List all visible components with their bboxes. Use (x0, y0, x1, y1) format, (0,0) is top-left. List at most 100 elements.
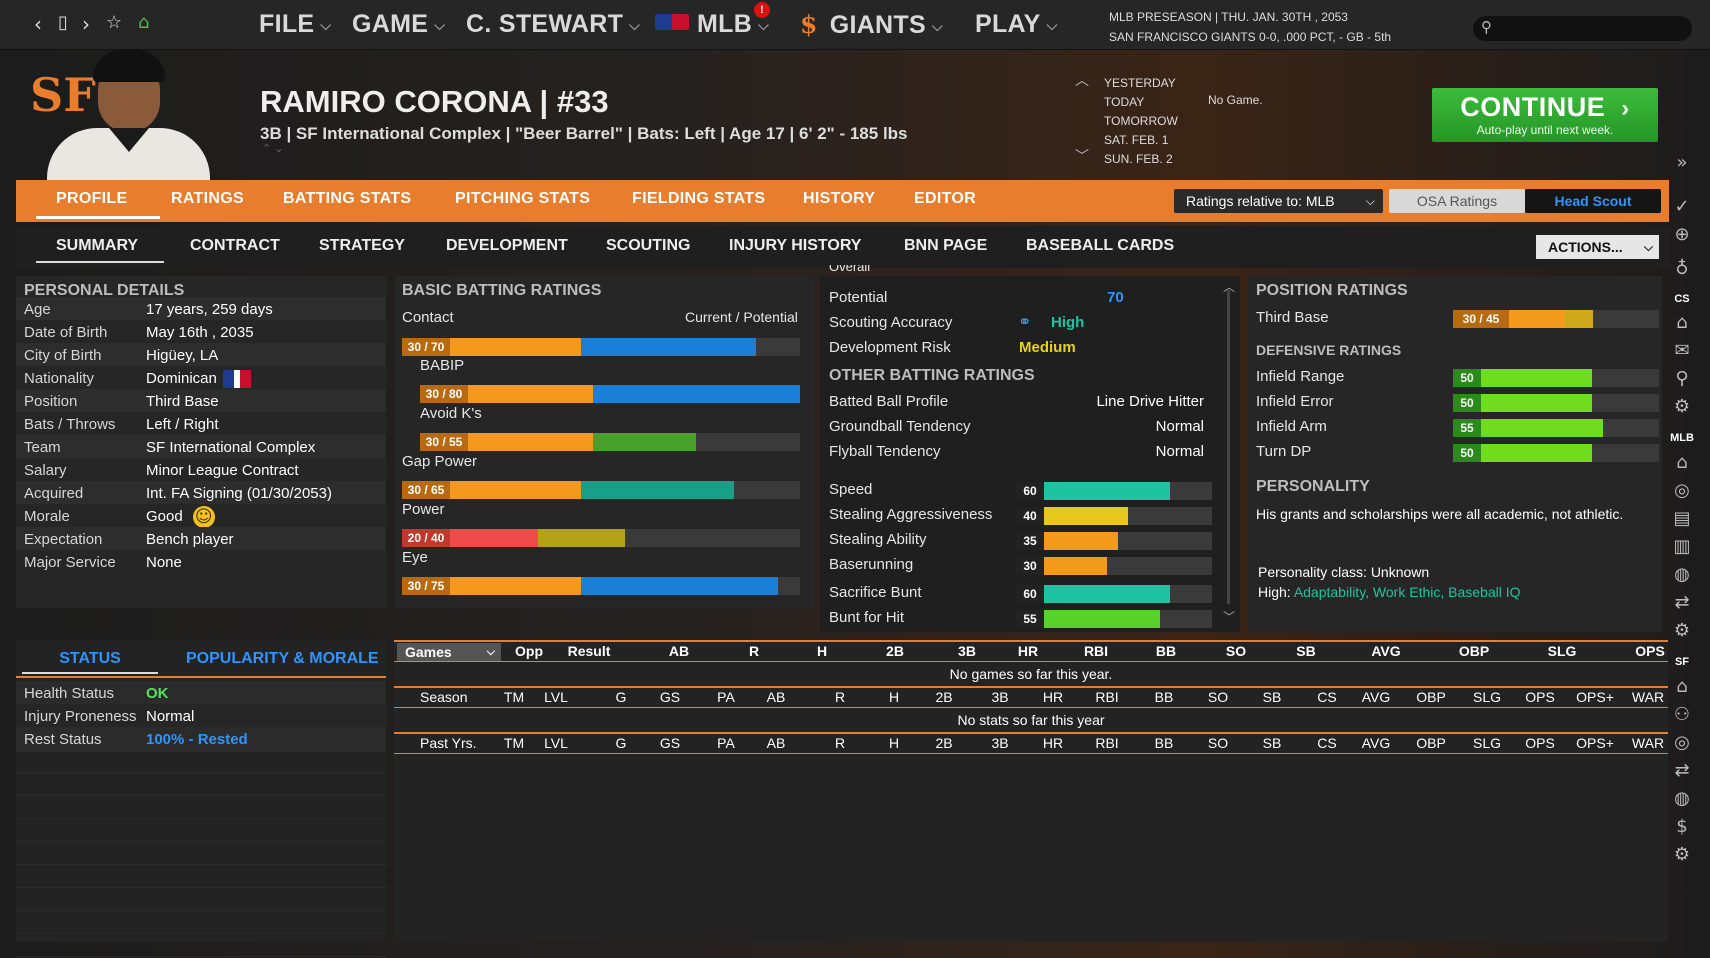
schedule-down-icon[interactable]: ﹀ (1075, 148, 1089, 164)
back-icon[interactable]: ‹ (34, 12, 42, 36)
tab-editor[interactable]: EDITOR (914, 190, 976, 207)
osa-ratings-button[interactable]: OSA Ratings (1389, 189, 1525, 213)
menu-mlb[interactable]: MLB ⌵ ! (655, 2, 770, 39)
games-column-header: RBI (1083, 643, 1109, 659)
games-column-header: SB (1296, 643, 1316, 659)
subtab-contract[interactable]: CONTRACT (190, 237, 280, 254)
tab-pitching-stats[interactable]: PITCHING STATS (455, 190, 591, 207)
scroll-up-icon[interactable]: ︿ (1223, 280, 1236, 294)
personal-details-title: PERSONAL DETAILS (24, 282, 185, 299)
home-icon[interactable]: ⌂ (138, 12, 150, 33)
other-rating-bar: 60 (1016, 585, 1212, 603)
batting-rating-label: Avoid K's (420, 405, 482, 422)
scroll-down-icon[interactable]: ﹀ (1223, 610, 1236, 624)
top-bar: ‹ ▯ › ☆ ⌂ FILE ⌵ GAME ⌵ C. STEWART ⌵ MLB ⌵ !… (0, 0, 1710, 50)
target-icon[interactable]: ◎ (1674, 480, 1690, 501)
batting-rating-bar: 30 / 55 (420, 433, 800, 451)
target-icon[interactable]: ◎ (1674, 732, 1690, 753)
menu-file[interactable]: FILE ⌵ (259, 10, 331, 39)
check-icon[interactable]: ✓ (1674, 196, 1690, 217)
subtab-summary[interactable]: SUMMARY (56, 237, 139, 254)
personality-class: Personality class: Unknown (1258, 564, 1430, 580)
status-row-empty (16, 796, 386, 819)
subtab-scouting[interactable]: SCOUTING (606, 237, 691, 254)
actions-button[interactable]: ACTIONS... ⌵ (1536, 235, 1659, 259)
status-label: Rest Status (24, 731, 102, 748)
potential-segment (1565, 310, 1594, 328)
games-select[interactable]: Games ⌵ (397, 643, 501, 661)
menu-manager[interactable]: C. STEWART ⌵ (466, 10, 640, 39)
season-column-header: RBI (1095, 689, 1119, 705)
star-icon[interactable]: ☆ (106, 12, 123, 33)
rating-fill (1044, 532, 1118, 550)
baseball-icon[interactable]: ◍ (1674, 564, 1690, 585)
news-icon[interactable]: ▤ (1673, 508, 1691, 529)
continue-button[interactable]: CONTINUE › Auto-play until next week. (1432, 88, 1658, 142)
tab-fielding-stats[interactable]: FIELDING STATS (632, 190, 766, 207)
scouting-accuracy-label: Scouting Accuracy (829, 314, 953, 331)
games-header-bg (394, 640, 1668, 662)
document-icon[interactable]: ▯ (58, 12, 68, 33)
subtab-development[interactable]: DEVELOPMENT (446, 237, 568, 254)
tab-status[interactable]: STATUS (22, 650, 158, 674)
tab-popularity-morale[interactable]: POPULARITY & MORALE (186, 650, 386, 668)
batting-rating-label: BABIP (420, 357, 465, 374)
roster-icon[interactable]: ⚇ (1673, 704, 1691, 725)
subtab-underline (36, 261, 164, 263)
current-potential-label: Current / Potential (685, 309, 798, 325)
chart-icon[interactable]: ▥ (1673, 536, 1691, 557)
tab-ratings[interactable]: RATINGS (171, 190, 244, 207)
season-column-header: RBI (1095, 735, 1119, 751)
gear-icon[interactable]: ⚙ (1673, 620, 1691, 641)
tab-batting-stats[interactable]: BATTING STATS (283, 190, 412, 207)
home-icon[interactable]: ⌂ (1676, 312, 1688, 333)
baseball-icon[interactable]: ◍ (1674, 788, 1690, 809)
position-ratings-title: POSITION RATINGS (1256, 282, 1408, 299)
season-column-header: SB (1262, 735, 1282, 751)
forward-icon[interactable]: › (82, 12, 90, 36)
search-input[interactable]: ⚲ (1473, 16, 1692, 41)
subtab-strategy[interactable]: STRATEGY (319, 237, 405, 254)
subtab-bnn-page[interactable]: BNN PAGE (904, 237, 988, 254)
batting-rating-bar: 30 / 75 (402, 577, 800, 595)
tab-history[interactable]: HISTORY (803, 190, 876, 207)
menu-game[interactable]: GAME ⌵ (352, 10, 445, 39)
mail-icon[interactable]: ✉ (1674, 340, 1690, 361)
lightbulb-icon[interactable]: ♁ (1675, 258, 1689, 279)
detail-value: 17 years, 259 days (146, 301, 273, 318)
detail-value: May 16th , 2035 (146, 324, 254, 341)
defensive-rating-bar: 50 (1453, 444, 1659, 462)
transactions-icon[interactable]: ⇄ (1674, 592, 1690, 613)
other-rating-bar: 35 (1016, 532, 1212, 550)
gear-icon[interactable]: ⚙ (1673, 396, 1691, 417)
season-column-header: WAR (1631, 735, 1665, 751)
detail-value: Third Base (146, 393, 219, 410)
ratings-relative-select[interactable]: Ratings relative to: MLB ⌵ (1174, 189, 1383, 213)
other-rating-label: Sacrifice Bunt (829, 584, 922, 601)
scrollbar[interactable] (1227, 290, 1230, 604)
subtab-baseball-cards[interactable]: BASEBALL CARDS (1026, 237, 1175, 254)
home-icon[interactable]: ⌂ (1676, 452, 1688, 473)
profile-value: Normal (1155, 418, 1204, 435)
schedule-up-icon[interactable]: ︿ (1075, 72, 1089, 88)
games-column-header: OBP (1458, 643, 1490, 659)
dollar-icon[interactable]: $ (1676, 816, 1688, 837)
tab-profile[interactable]: PROFILE (56, 190, 128, 207)
menu-giants[interactable]: $ GIANTS ⌵ (800, 10, 943, 40)
player-header: SF ⌃ ⌄ (0, 50, 1660, 180)
head-scout-button[interactable]: Head Scout (1525, 189, 1661, 213)
season-column-header: TM (503, 689, 525, 705)
menu-play[interactable]: PLAY ⌵ (975, 10, 1058, 39)
rating-fill (1481, 394, 1593, 412)
photo-nav[interactable]: ⌃ ⌄ (262, 143, 284, 155)
gear-icon[interactable]: ⚙ (1673, 844, 1691, 865)
globe-icon[interactable]: ⊕ (1674, 224, 1690, 245)
search-icon[interactable]: ⚲ (1675, 368, 1689, 389)
giants-logo-icon: $ (800, 10, 818, 39)
subtab-injury-history[interactable]: INJURY HISTORY (729, 237, 862, 254)
collapse-icon[interactable]: » (1676, 152, 1688, 173)
player-name: RAMIRO CORONA | #33 (260, 84, 609, 119)
home-icon[interactable]: ⌂ (1676, 676, 1688, 697)
rating-fill (1481, 369, 1593, 387)
transactions-icon[interactable]: ⇄ (1674, 760, 1690, 781)
